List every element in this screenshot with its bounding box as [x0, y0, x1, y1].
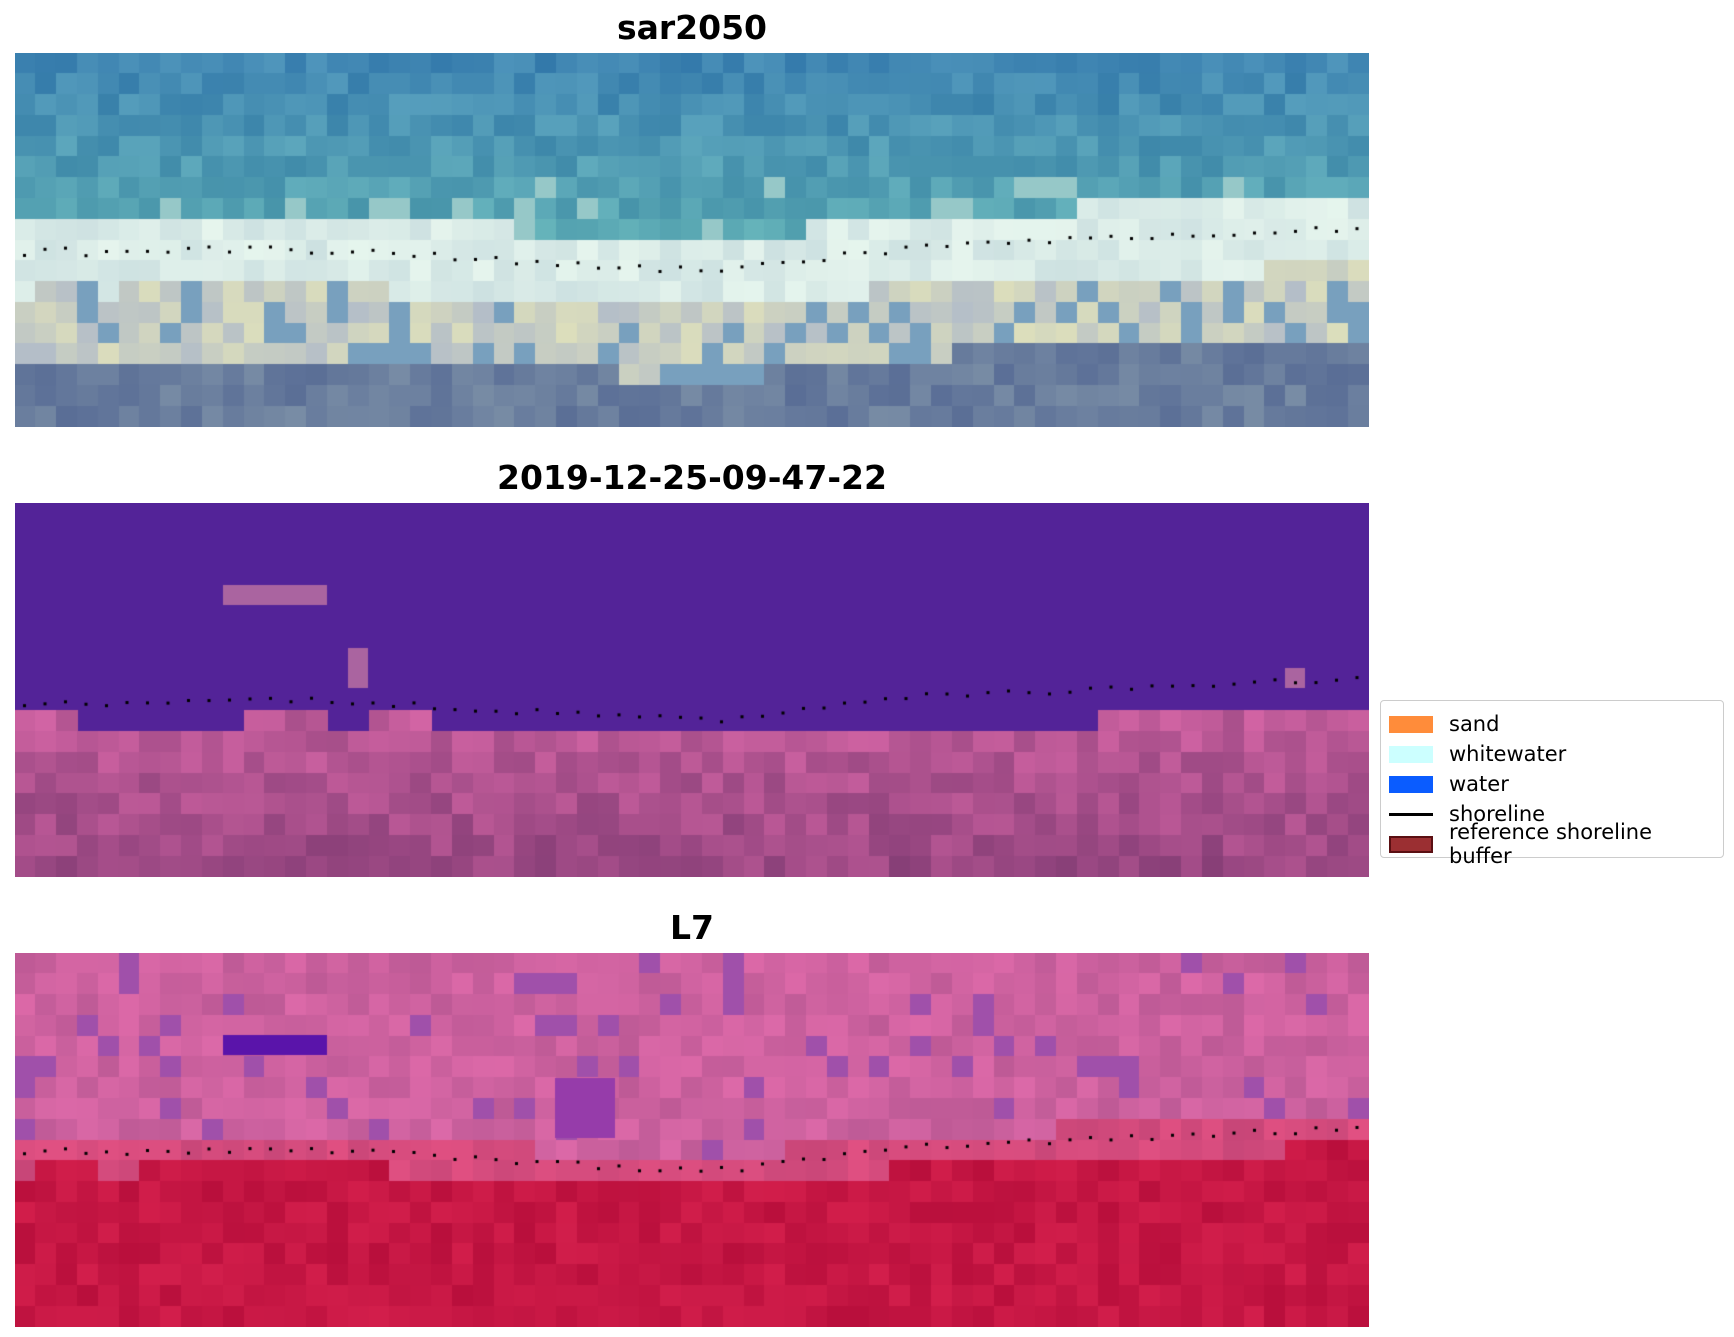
- legend-item-sand: sand: [1389, 709, 1715, 739]
- legend-item-reference-buffer: reference shoreline buffer: [1389, 820, 1715, 868]
- image-panel-falsecolor: [15, 953, 1369, 1327]
- whitewater-swatch: [1389, 745, 1433, 763]
- panel-title-2: 2019-12-25-09-47-22: [497, 458, 887, 497]
- image-panel-rgb: [15, 53, 1369, 427]
- sand-swatch: [1389, 715, 1433, 733]
- rgb-image: [15, 53, 1369, 427]
- image-panel-classified: [15, 503, 1369, 877]
- legend-item-whitewater: whitewater: [1389, 739, 1715, 769]
- legend-item-shoreline: shoreline: [1389, 799, 1715, 829]
- legend: sand whitewater water shoreline referenc…: [1380, 700, 1724, 868]
- legend-label: shoreline: [1449, 802, 1546, 826]
- legend-label: water: [1449, 772, 1509, 796]
- panel-title-3: L7: [670, 908, 714, 947]
- water-swatch: [1389, 775, 1433, 793]
- shoreline-line-swatch: [1389, 812, 1433, 816]
- reference-buffer-swatch: [1389, 835, 1433, 853]
- legend-label: whitewater: [1449, 742, 1567, 766]
- panel-title-1: sar2050: [616, 8, 768, 47]
- classified-image: [15, 503, 1369, 877]
- legend-label: reference shoreline buffer: [1449, 820, 1653, 868]
- falsecolor-image: [15, 953, 1369, 1327]
- legend-item-water: water: [1389, 769, 1715, 799]
- legend-label: sand: [1449, 712, 1500, 736]
